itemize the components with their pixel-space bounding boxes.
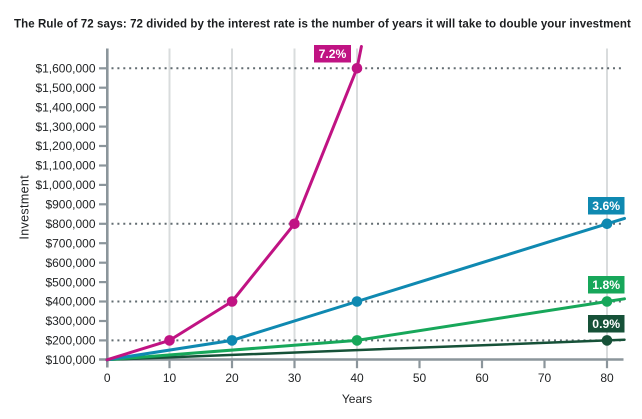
svg-text:$1,200,000: $1,200,000 [35,139,95,153]
svg-text:$1,500,000: $1,500,000 [35,81,95,95]
svg-text:$1,600,000: $1,600,000 [35,62,95,76]
svg-text:$100,000: $100,000 [45,353,95,367]
svg-text:$300,000: $300,000 [45,314,95,328]
svg-text:$1,000,000: $1,000,000 [35,178,95,192]
svg-text:30: 30 [288,371,302,385]
svg-text:20: 20 [225,371,239,385]
svg-text:$800,000: $800,000 [45,217,95,231]
svg-text:$400,000: $400,000 [45,295,95,309]
svg-text:$700,000: $700,000 [45,236,95,250]
svg-text:$200,000: $200,000 [45,334,95,348]
svg-text:$500,000: $500,000 [45,275,95,289]
svg-text:80: 80 [600,371,614,385]
svg-text:50: 50 [413,371,427,385]
svg-text:Years: Years [342,392,372,406]
svg-text:$600,000: $600,000 [45,256,95,270]
svg-text:$1,400,000: $1,400,000 [35,100,95,114]
svg-text:40: 40 [350,371,364,385]
svg-text:$900,000: $900,000 [45,198,95,212]
svg-text:10: 10 [163,371,177,385]
svg-text:70: 70 [538,371,552,385]
svg-text:$1,100,000: $1,100,000 [35,159,95,173]
svg-text:3.6%: 3.6% [592,199,620,213]
svg-text:$1,300,000: $1,300,000 [35,120,95,134]
svg-text:60: 60 [475,371,489,385]
svg-text:0.9%: 0.9% [592,317,620,331]
svg-text:0: 0 [104,371,111,385]
svg-text:7.2%: 7.2% [319,47,347,61]
svg-text:The Rule of 72 says: 72 divide: The Rule of 72 says: 72 divided by the i… [14,19,631,31]
svg-text:Investment: Investment [18,175,32,240]
svg-text:1.8%: 1.8% [592,278,620,292]
